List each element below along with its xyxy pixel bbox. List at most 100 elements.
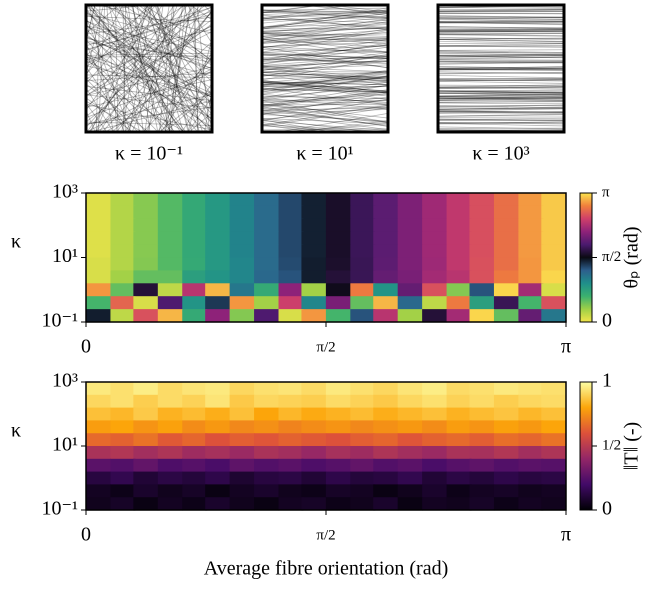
colorbar-tick-label: 1/2 bbox=[602, 437, 621, 453]
heat-cell bbox=[493, 205, 519, 220]
fibre bbox=[438, 71, 564, 75]
heat-cell bbox=[469, 270, 495, 284]
heat-cell bbox=[325, 244, 351, 259]
heat-cell bbox=[422, 309, 448, 323]
heat-cell bbox=[278, 471, 304, 485]
fibre bbox=[262, 13, 388, 29]
heat-cell bbox=[518, 231, 544, 246]
heat-cell bbox=[301, 407, 327, 421]
fibre bbox=[113, 5, 212, 105]
heat-cell bbox=[469, 381, 495, 396]
fibre bbox=[262, 37, 388, 43]
heat-cell bbox=[325, 309, 351, 323]
fibre bbox=[262, 70, 388, 84]
heat-cell bbox=[518, 270, 544, 284]
fibre bbox=[438, 108, 564, 110]
heat-cell bbox=[422, 458, 448, 473]
heat-cell bbox=[325, 231, 351, 246]
fibre bbox=[86, 102, 108, 132]
heat-cell bbox=[182, 231, 208, 246]
heat-cell bbox=[518, 283, 544, 297]
heat-cell bbox=[301, 420, 327, 434]
fibre bbox=[144, 5, 212, 96]
fibre bbox=[86, 5, 124, 77]
fibre bbox=[165, 5, 175, 132]
heat-cell bbox=[350, 458, 376, 473]
heat-cell bbox=[446, 192, 472, 207]
heat-cell bbox=[205, 433, 231, 447]
fibre bbox=[262, 38, 388, 58]
fibre bbox=[262, 85, 388, 92]
heat-cell bbox=[254, 296, 280, 310]
fibre bbox=[438, 110, 564, 114]
heat-cell bbox=[518, 257, 544, 271]
fibre bbox=[86, 39, 212, 77]
fibre bbox=[86, 60, 212, 119]
heat-cell bbox=[493, 231, 519, 246]
fibre bbox=[438, 31, 564, 33]
heat-cell bbox=[541, 283, 567, 297]
fibre bbox=[262, 13, 388, 21]
heat-cell bbox=[493, 192, 519, 207]
heat-cell bbox=[110, 244, 136, 259]
fibre bbox=[438, 92, 564, 94]
heat-cell bbox=[469, 244, 495, 259]
fibre bbox=[157, 52, 212, 132]
fibre bbox=[86, 20, 212, 72]
heat-cell bbox=[278, 270, 304, 284]
heat-cell bbox=[278, 309, 304, 323]
heat-cell bbox=[373, 458, 399, 473]
heat-cell bbox=[229, 231, 255, 246]
heat-cell bbox=[397, 309, 423, 323]
heat-cell bbox=[325, 218, 351, 233]
fibre bbox=[262, 66, 388, 83]
fibre bbox=[262, 33, 388, 45]
image-label: κ = 10¹ bbox=[296, 143, 353, 165]
heat-cell bbox=[229, 270, 255, 284]
heat-cell bbox=[518, 433, 544, 447]
fibre bbox=[438, 102, 564, 105]
heat-cell bbox=[301, 484, 327, 498]
heat-cell bbox=[229, 192, 255, 207]
heat-cell bbox=[110, 433, 136, 447]
fibre bbox=[86, 55, 212, 58]
fibre bbox=[438, 97, 564, 100]
heat-cell bbox=[110, 471, 136, 485]
heat-cell bbox=[397, 257, 423, 271]
heat-cell bbox=[133, 257, 159, 271]
fibre bbox=[86, 79, 212, 108]
heat-cell bbox=[397, 484, 423, 498]
fibre bbox=[438, 39, 564, 43]
fibre bbox=[262, 54, 388, 68]
fibre bbox=[262, 75, 388, 99]
heat-cell bbox=[254, 270, 280, 284]
heat-cell bbox=[110, 458, 136, 473]
heat-cell bbox=[373, 283, 399, 297]
heat-cell bbox=[254, 309, 280, 323]
fibre bbox=[438, 97, 564, 101]
fibre bbox=[86, 74, 212, 78]
heat-cell bbox=[446, 381, 472, 396]
fibre bbox=[262, 14, 388, 31]
fibre bbox=[86, 5, 150, 75]
heat-cell bbox=[133, 484, 159, 498]
fibre bbox=[135, 5, 212, 83]
heat-cell bbox=[133, 420, 159, 434]
fibre bbox=[262, 44, 388, 62]
fibre bbox=[262, 106, 388, 127]
heat-cell bbox=[182, 244, 208, 259]
fibre bbox=[187, 96, 212, 132]
fibre bbox=[86, 16, 212, 22]
heat-cell bbox=[350, 420, 376, 434]
fibre bbox=[262, 74, 388, 94]
fibre bbox=[438, 98, 564, 101]
heat-cell bbox=[446, 218, 472, 233]
fibre bbox=[262, 72, 388, 80]
fibre bbox=[86, 83, 150, 132]
heat-cell bbox=[110, 407, 136, 421]
heat-cell bbox=[422, 433, 448, 447]
fibre bbox=[164, 91, 212, 132]
fibre bbox=[438, 113, 564, 117]
fibre bbox=[262, 124, 388, 132]
colorbar-tick-label: π bbox=[602, 184, 610, 200]
